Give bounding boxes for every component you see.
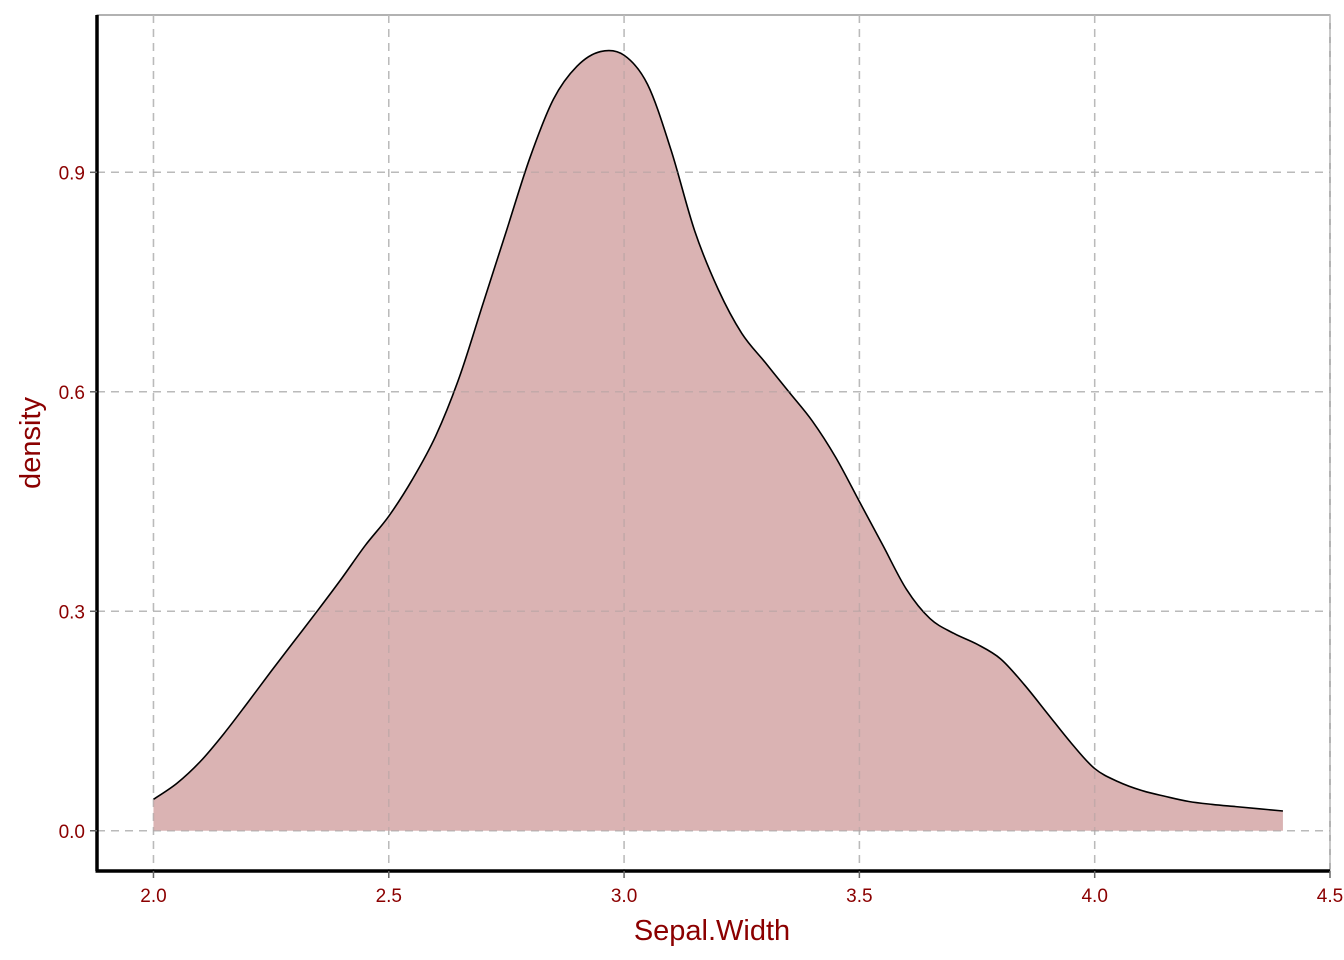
x-tick-label: 4.0 bbox=[1081, 886, 1107, 907]
x-tick-label: 2.5 bbox=[376, 886, 402, 907]
y-tick-label: 0.0 bbox=[59, 822, 85, 843]
density-line bbox=[153, 49, 1284, 812]
label-layer: Sepal.Width density bbox=[15, 397, 790, 947]
x-tick-label: 3.0 bbox=[611, 886, 637, 907]
axis-layer: 2.0 2.5 3.0 3.5 4.0 4.5 0.0 0.3 0.6 0.9 bbox=[59, 15, 1343, 907]
x-axis-title: Sepal.Width bbox=[634, 915, 790, 947]
y-axis-title: density bbox=[15, 397, 47, 489]
data-layer bbox=[97, 15, 1331, 871]
density-area bbox=[153, 50, 1283, 831]
x-tick-label: 3.5 bbox=[846, 886, 872, 907]
y-tick-label: 0.3 bbox=[59, 602, 85, 623]
y-tick-label: 0.6 bbox=[59, 383, 85, 404]
x-tick-label: 4.5 bbox=[1317, 886, 1343, 907]
y-tick-label: 0.9 bbox=[59, 163, 85, 184]
x-tick-label: 2.0 bbox=[140, 886, 166, 907]
